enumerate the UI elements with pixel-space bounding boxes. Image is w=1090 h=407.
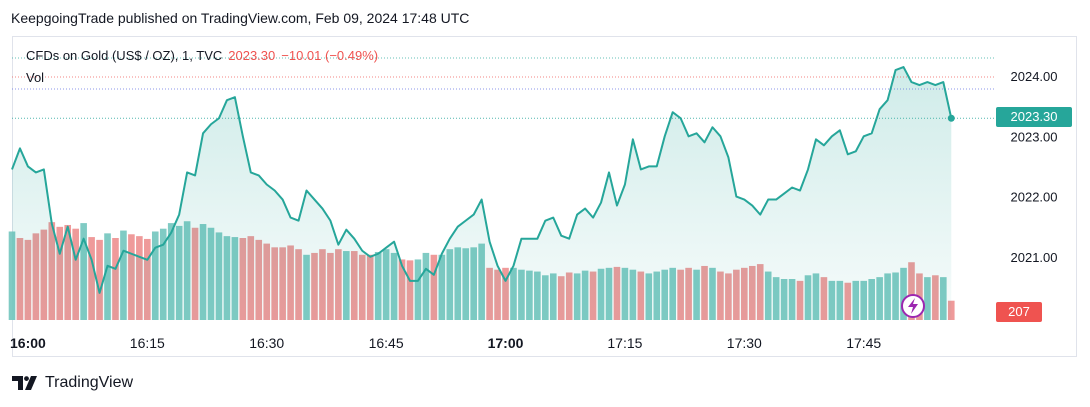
symbol-name: CFDs on Gold (US$ / OZ), 1, TVC [26, 48, 223, 63]
x-tick-label: 16:00 [10, 335, 46, 351]
x-tick-label: 17:30 [727, 335, 762, 351]
x-tick-label: 16:45 [369, 335, 404, 351]
volume-bar [96, 239, 103, 320]
x-tick-label: 17:00 [488, 335, 524, 351]
x-tick-label: 17:45 [846, 335, 881, 351]
y-tick-label: 2023.00 [1011, 129, 1058, 144]
last-price-dot[interactable] [947, 114, 955, 122]
legend-volume-row[interactable]: Vol [26, 70, 44, 85]
price-chart[interactable]: 2021.00 2022.00 2023.00 2024.00 16:00 16:15 1… [0, 0, 1090, 360]
y-tick-label: 2021.00 [1011, 250, 1058, 265]
volume-label: Vol [26, 70, 45, 85]
tradingview-logo-icon [12, 376, 37, 390]
x-tick-label: 16:15 [130, 335, 165, 351]
x-tick-label: 17:15 [607, 335, 642, 351]
lightning-icon[interactable] [901, 294, 925, 318]
x-tick-label: 16:30 [249, 335, 284, 351]
price-area-fill [12, 67, 952, 320]
legend-symbol-row[interactable]: CFDs on Gold (US$ / OZ), 1, TVC 2023.30 −1… [26, 48, 378, 63]
legend-change: −10.01 (−0.49%) [281, 48, 379, 63]
brand-name: TradingView [45, 374, 134, 391]
last-volume-badge: 207 [996, 302, 1042, 322]
y-tick-label: 2024.00 [1011, 69, 1058, 84]
last-price-badge: 2023.30 [996, 107, 1072, 127]
y-tick-label: 2022.00 [1011, 190, 1058, 205]
legend-price: 2023.30 [228, 48, 276, 63]
publisher-byline: KeepgoingTrade published on TradingView.… [11, 10, 470, 26]
tradingview-logo[interactable]: TradingView [12, 374, 133, 392]
price-line[interactable] [11, 66, 953, 294]
